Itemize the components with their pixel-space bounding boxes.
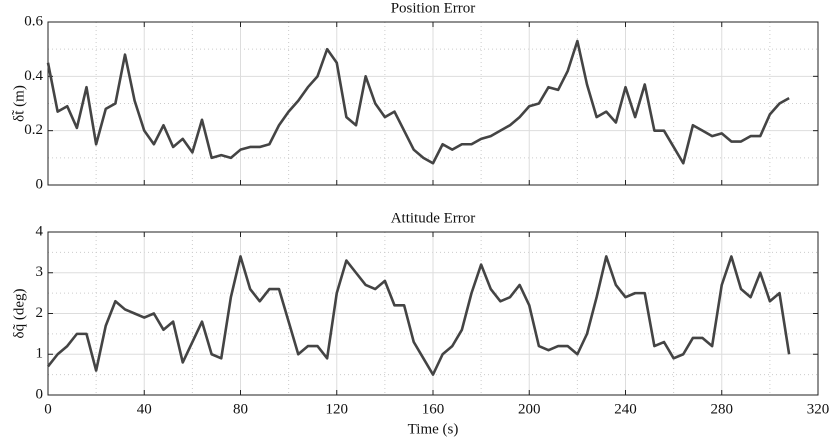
x-tick-label: 120 [326, 401, 349, 417]
y-tick-label: 0 [36, 176, 44, 192]
x-tick-label: 320 [807, 401, 830, 417]
x-tick-label: 240 [614, 401, 637, 417]
plot-frame [47, 21, 819, 186]
y-axis-label: δq̃ (deg) [11, 289, 27, 339]
y-tick-label: 2 [36, 305, 44, 321]
x-tick-label: 280 [711, 401, 734, 417]
y-tick-label: 3 [36, 264, 44, 280]
y-tick-label: 0.6 [24, 13, 43, 29]
y-tick-label: 0.2 [24, 122, 43, 138]
y-tick-label: 0 [36, 386, 44, 402]
error-line [46, 255, 791, 376]
y-tick-label: 0.4 [24, 68, 43, 84]
panel-title: Position Error [391, 0, 476, 16]
y-tick-label: 4 [36, 223, 44, 239]
x-tick-label: 80 [233, 401, 248, 417]
x-axis-label: Time (s) [408, 421, 459, 437]
plot-frame [47, 231, 819, 396]
y-tick-label: 1 [36, 346, 44, 362]
error-line [46, 39, 790, 165]
panel-title: Attitude Error [391, 210, 476, 226]
x-tick-label: 0 [44, 401, 52, 417]
x-tick-label: 160 [422, 401, 445, 417]
x-tick-label: 200 [518, 401, 541, 417]
x-tick-label: 40 [137, 401, 152, 417]
y-axis-label: δt̃ (m) [11, 85, 27, 122]
